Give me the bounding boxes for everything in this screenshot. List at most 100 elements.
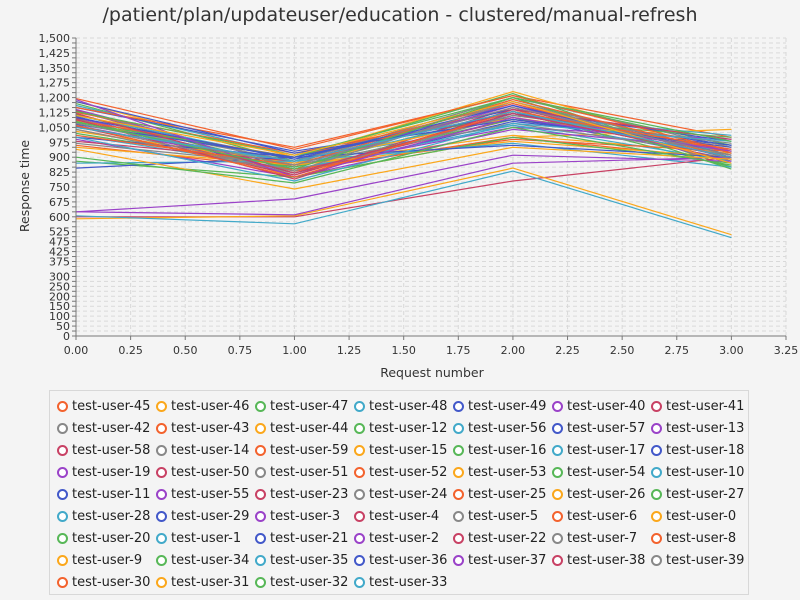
series-line-test-user-0 [75, 167, 732, 236]
legend-marker-icon [651, 444, 662, 456]
series-line-test-user-56 [75, 114, 732, 160]
legend-label: test-user-0 [666, 508, 737, 524]
y-tick-label: 0 [63, 330, 70, 343]
legend-label: test-user-18 [666, 442, 745, 458]
x-tick-label: 2.75 [665, 344, 690, 357]
legend-item: test-user-15 [354, 439, 447, 461]
legend-item: test-user-5 [453, 505, 538, 527]
legend-label: test-user-43 [171, 420, 250, 436]
legend-marker-icon [651, 554, 662, 566]
series-line-test-user-34 [75, 126, 732, 184]
legend-marker-icon [255, 444, 266, 456]
legend-item: test-user-56 [453, 417, 546, 439]
x-tick-label: 3.25 [774, 344, 799, 357]
y-tick-label: 300 [49, 270, 70, 283]
legend-label: test-user-4 [369, 508, 440, 524]
legend-marker-icon [354, 400, 365, 412]
legend-marker-icon [552, 510, 563, 522]
legend-item: test-user-2 [354, 527, 439, 549]
series-line-test-user-38 [75, 112, 732, 174]
legend-item: test-user-17 [552, 439, 645, 461]
legend-item: test-user-27 [651, 483, 744, 505]
legend-marker-icon [57, 532, 68, 544]
legend-marker-icon [57, 444, 68, 456]
legend-item: test-user-10 [651, 461, 744, 483]
series-line-test-user-9 [75, 146, 732, 190]
legend-marker-icon [156, 488, 167, 500]
legend-item: test-user-6 [552, 505, 637, 527]
legend-item: test-user-43 [156, 417, 249, 439]
legend-item: test-user-28 [57, 505, 150, 527]
y-tick-label: 375 [49, 256, 70, 269]
legend-marker-icon [57, 576, 68, 588]
y-tick-label: 1,125 [39, 107, 71, 120]
x-tick-label: 0.75 [228, 344, 253, 357]
legend-marker-icon [354, 444, 365, 456]
legend-marker-icon [552, 444, 563, 456]
series-line-test-user-1 [75, 170, 732, 239]
legend-marker-icon [57, 422, 68, 434]
legend-marker-icon [57, 488, 68, 500]
legend-label: test-user-26 [567, 486, 646, 502]
legend-label: test-user-31 [171, 574, 250, 590]
legend-item: test-user-39 [651, 549, 744, 571]
legend-item: test-user-7 [552, 527, 637, 549]
legend-label: test-user-25 [468, 486, 547, 502]
y-tick-label: 600 [49, 211, 70, 224]
x-tick-label: 1.75 [446, 344, 471, 357]
legend-label: test-user-14 [171, 442, 250, 458]
grid-lines [75, 37, 787, 337]
legend-label: test-user-48 [369, 398, 448, 414]
legend-marker-icon [255, 422, 266, 434]
legend-marker-icon [57, 510, 68, 522]
y-tick-label: 1,050 [39, 121, 71, 134]
legend-label: test-user-59 [270, 442, 349, 458]
legend-marker-icon [453, 444, 464, 456]
legend-marker-icon [156, 444, 167, 456]
legend-item: test-user-9 [57, 549, 142, 571]
legend-label: test-user-22 [468, 530, 547, 546]
legend-marker-icon [552, 488, 563, 500]
legend-marker-icon [354, 510, 365, 522]
legend-label: test-user-1 [171, 530, 242, 546]
legend-item: test-user-35 [255, 549, 348, 571]
legend-marker-icon [552, 400, 563, 412]
legend-label: test-user-16 [468, 442, 547, 458]
legend-marker-icon [156, 466, 167, 478]
legend-marker-icon [651, 466, 662, 478]
x-tick-label: 1.25 [337, 344, 362, 357]
legend-item: test-user-3 [255, 505, 340, 527]
series-line-test-user-45 [75, 94, 732, 150]
legend-label: test-user-32 [270, 574, 349, 590]
legend-label: test-user-33 [369, 574, 448, 590]
legend-label: test-user-12 [369, 420, 448, 436]
legend-label: test-user-57 [567, 420, 646, 436]
series-line-test-user-26 [75, 140, 732, 166]
legend-label: test-user-28 [72, 508, 151, 524]
y-tick-label: 1,500 [39, 32, 71, 45]
legend-item: test-user-57 [552, 417, 645, 439]
legend-item: test-user-51 [255, 461, 348, 483]
legend-marker-icon [255, 400, 266, 412]
legend-item: test-user-19 [57, 461, 150, 483]
y-tick-label: 200 [49, 290, 70, 303]
x-tick-label: 2.25 [555, 344, 580, 357]
legend-item: test-user-21 [255, 527, 348, 549]
legend-marker-icon [453, 532, 464, 544]
legend-label: test-user-53 [468, 464, 547, 480]
legend-label: test-user-54 [567, 464, 646, 480]
x-tick-label: 1.00 [282, 344, 307, 357]
legend-label: test-user-30 [72, 574, 151, 590]
legend-marker-icon [453, 488, 464, 500]
legend-marker-icon [552, 532, 563, 544]
legend-marker-icon [354, 488, 365, 500]
legend-marker-icon [255, 554, 266, 566]
legend-marker-icon [453, 554, 464, 566]
series-lines [75, 90, 732, 239]
legend-marker-icon [354, 422, 365, 434]
legend-marker-icon [255, 532, 266, 544]
legend-label: test-user-55 [171, 486, 250, 502]
legend-item: test-user-45 [57, 395, 150, 417]
legend-item: test-user-0 [651, 505, 736, 527]
legend-label: test-user-3 [270, 508, 341, 524]
